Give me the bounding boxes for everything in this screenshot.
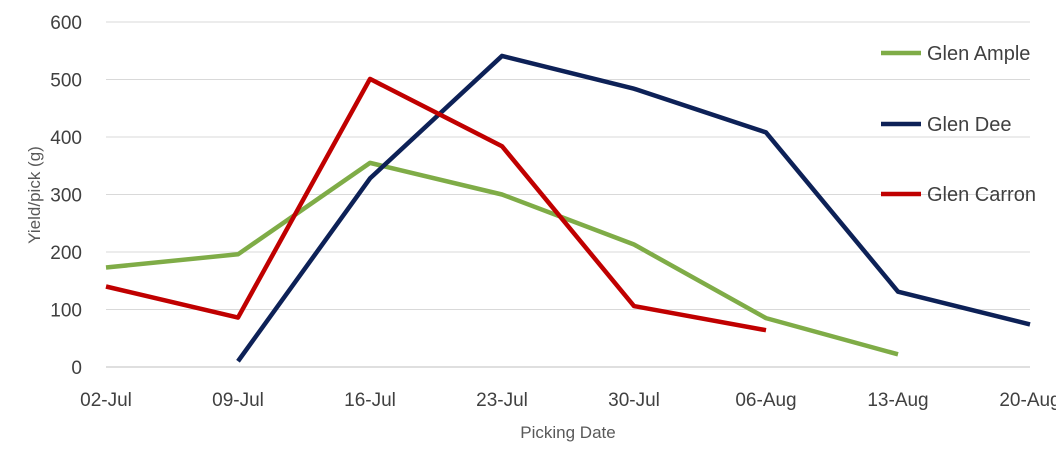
x-tick-label: 20-Aug [999, 390, 1056, 411]
series-line-glen-carron [105, 76, 767, 333]
series-line-glen-ample [105, 160, 899, 357]
x-tick-label: 16-Jul [344, 390, 396, 411]
x-tick-label: 23-Jul [476, 390, 528, 411]
series-line-glen-dee [236, 53, 1031, 363]
y-tick-label: 0 [71, 358, 82, 379]
legend-label-glen-carron: Glen Carron [927, 184, 1036, 206]
y-tick-label: 400 [50, 128, 82, 149]
x-axis-title: Picking Date [520, 423, 615, 442]
x-tick-label: 30-Jul [608, 390, 660, 411]
legend-label-glen-ample: Glen Ample [927, 43, 1030, 65]
y-axis-title: Yield/pick (g) [25, 146, 44, 244]
legend: Glen Ample Glen Dee Glen Carron [881, 43, 1036, 206]
y-tick-label: 300 [50, 186, 82, 207]
y-tick-label: 200 [50, 243, 82, 264]
series-lines [105, 53, 1031, 363]
gridlines [106, 21, 1030, 368]
y-tick-label: 100 [50, 301, 82, 322]
x-tick-label: 09-Jul [212, 390, 264, 411]
x-tick-label: 02-Jul [80, 390, 132, 411]
y-tick-label: 600 [50, 13, 82, 34]
x-tick-label: 13-Aug [867, 390, 928, 411]
y-tick-label: 500 [50, 71, 82, 92]
y-axis-ticks: 0 100 200 300 400 500 600 [50, 13, 82, 379]
x-tick-label: 06-Aug [735, 390, 796, 411]
x-axis-ticks: 02-Jul 09-Jul 16-Jul 23-Jul 30-Jul 06-Aug 13-A… [80, 390, 1056, 411]
legend-label-glen-dee: Glen Dee [927, 114, 1012, 136]
